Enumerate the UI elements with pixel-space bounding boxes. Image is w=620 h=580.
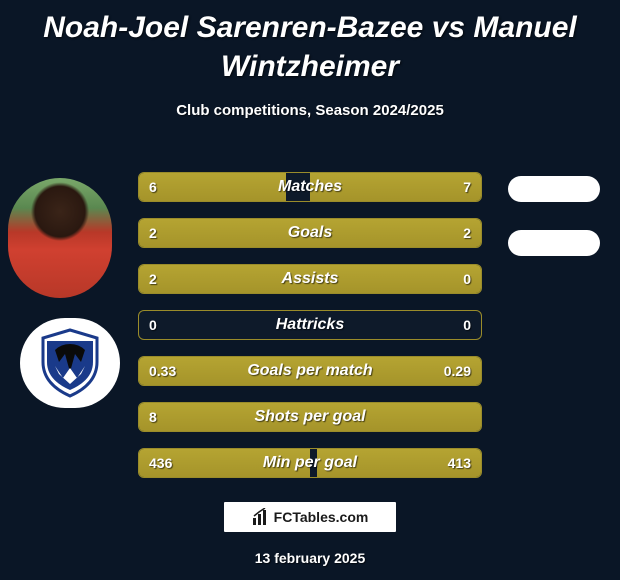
stat-row: 8Shots per goal (138, 402, 482, 432)
stat-value-right: 413 (448, 455, 471, 471)
page-title: Noah-Joel Sarenren-Bazee vs Manuel Wintz… (0, 8, 620, 86)
bar-fill-left (139, 173, 286, 201)
bar-fill-right (310, 219, 481, 247)
stat-value-right: 7 (463, 179, 471, 195)
brand-chart-icon (252, 508, 270, 526)
date-text: 13 february 2025 (0, 550, 620, 566)
stat-row: 22Goals (138, 218, 482, 248)
subtitle: Club competitions, Season 2024/2025 (0, 102, 620, 119)
comparison-card: Noah-Joel Sarenren-Bazee vs Manuel Wintz… (0, 0, 620, 580)
stat-value-left: 2 (149, 225, 157, 241)
player-right-placeholder-1 (508, 176, 600, 202)
player-left-photo (8, 178, 112, 298)
stat-value-left: 436 (149, 455, 172, 471)
bar-fill-left (139, 265, 481, 293)
player-left-photo-inner (8, 178, 112, 298)
stat-row: 436413Min per goal (138, 448, 482, 478)
player-right-placeholder-2 (508, 230, 600, 256)
stat-value-right: 0.29 (444, 363, 471, 379)
stat-row: 0.330.29Goals per match (138, 356, 482, 386)
stat-value-right: 2 (463, 225, 471, 241)
brand-text: FCTables.com (274, 509, 369, 525)
stat-row: 67Matches (138, 172, 482, 202)
bar-fill-right (310, 173, 481, 201)
title-line-2: Wintzheimer (221, 50, 399, 83)
brand-box: FCTables.com (222, 500, 398, 534)
stat-value-left: 0.33 (149, 363, 176, 379)
stat-row: 20Assists (138, 264, 482, 294)
bar-fill-left (139, 219, 310, 247)
stat-value-left: 6 (149, 179, 157, 195)
stat-value-left: 8 (149, 409, 157, 425)
shield-icon (39, 328, 101, 398)
bar-fill-left (139, 403, 481, 431)
club-badge (20, 318, 120, 408)
stat-value-right: 0 (463, 271, 471, 287)
stat-value-right: 0 (463, 317, 471, 333)
stat-bars: 67Matches22Goals20Assists00Hattricks0.33… (138, 172, 482, 494)
title-line-1: Noah-Joel Sarenren-Bazee vs Manuel (43, 11, 577, 44)
stat-value-left: 0 (149, 317, 157, 333)
stat-row: 0 0Hattricks (138, 310, 482, 340)
stat-value-left: 2 (149, 271, 157, 287)
stat-label: Hattricks (139, 316, 481, 334)
